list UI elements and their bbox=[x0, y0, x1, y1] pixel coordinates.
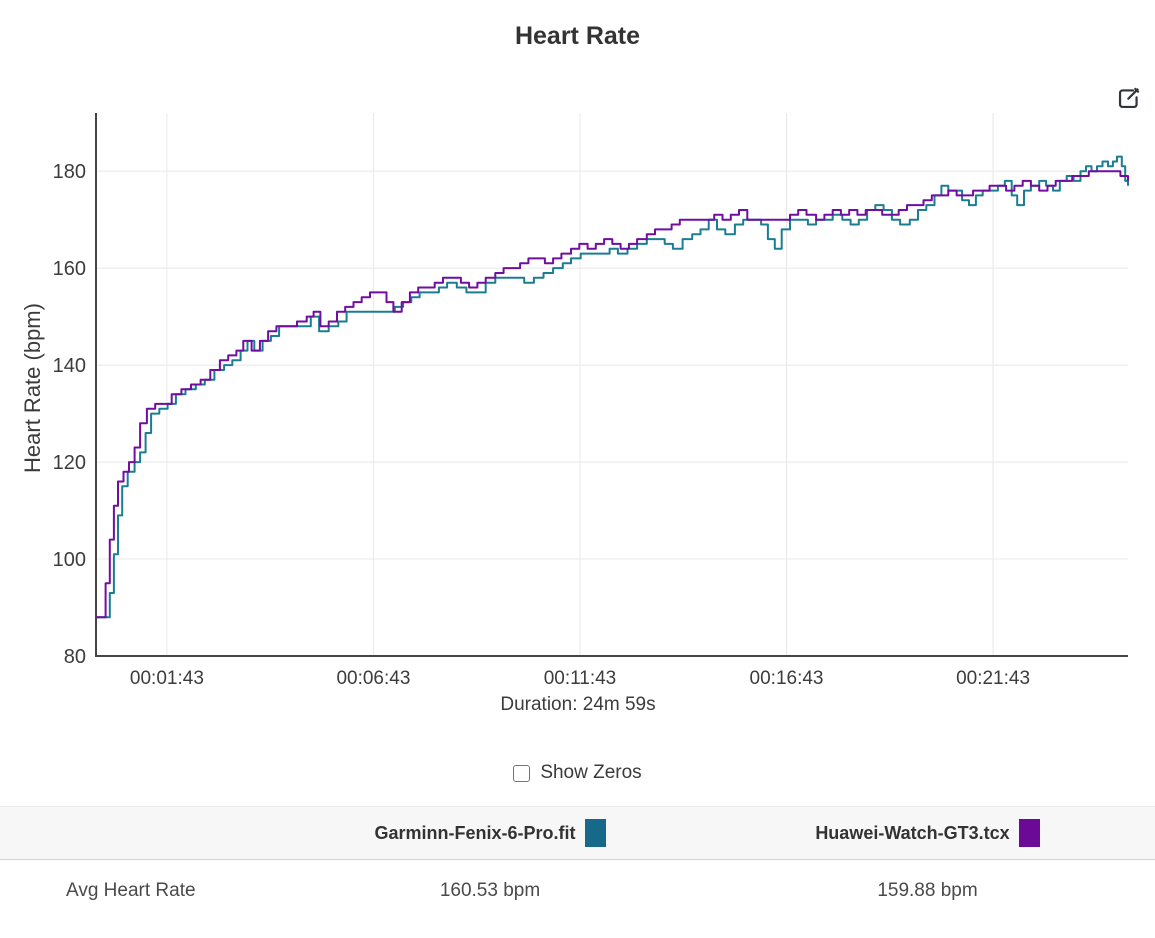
y-tick-label: 180 bbox=[53, 161, 86, 183]
x-axis-title: Duration: 24m 59s bbox=[500, 694, 656, 715]
edit-chart-button[interactable] bbox=[1114, 84, 1144, 114]
legend-item-garmin: Garminn-Fenix-6-Pro.fit bbox=[280, 819, 700, 847]
legend-swatch-garmin bbox=[584, 819, 606, 847]
y-axis-title: Heart Rate (bpm) bbox=[20, 303, 45, 473]
avg-value-garmin: 160.53 bpm bbox=[439, 880, 541, 901]
y-tick-label: 100 bbox=[53, 549, 86, 571]
x-tick-label: 00:21:43 bbox=[956, 668, 1030, 689]
legend-swatch-huawei bbox=[1018, 819, 1040, 847]
series-line-0 bbox=[96, 155, 1129, 619]
avg-heart-rate-row: Avg Heart Rate 160.53 bpm 159.88 bpm bbox=[0, 860, 1155, 922]
x-tick-label: 00:11:43 bbox=[544, 668, 617, 689]
page-title: Heart Rate bbox=[514, 22, 641, 50]
y-tick-label: 160 bbox=[53, 258, 86, 280]
show-zeros-checkbox[interactable] bbox=[513, 764, 531, 782]
y-tick-label: 120 bbox=[53, 452, 86, 474]
series-line-1 bbox=[96, 170, 1129, 619]
edit-icon bbox=[1118, 87, 1140, 112]
heart-rate-chart-plot[interactable]: 80 100 120 140 160 180 00:01:43 00:06:43 00:11:4… bbox=[0, 0, 1155, 740]
summary-table: Garminn-Fenix-6-Pro.fit Huawei-Watch-GT3… bbox=[0, 806, 1155, 922]
legend-label-garmin: Garminn-Fenix-6-Pro.fit bbox=[374, 822, 576, 843]
legend-header-row: Garminn-Fenix-6-Pro.fit Huawei-Watch-GT3… bbox=[0, 806, 1155, 860]
x-tick-label: 00:16:43 bbox=[750, 668, 824, 689]
avg-row-label: Avg Heart Rate bbox=[66, 880, 196, 901]
y-tick-label: 80 bbox=[64, 646, 86, 668]
show-zeros-control: Show Zeros bbox=[0, 762, 1155, 784]
x-tick-label: 00:06:43 bbox=[336, 668, 410, 689]
legend-item-huawei: Huawei-Watch-GT3.tcx bbox=[700, 819, 1155, 847]
show-zeros-label[interactable]: Show Zeros bbox=[540, 762, 642, 783]
avg-value-huawei: 159.88 bpm bbox=[877, 880, 978, 901]
legend-label-huawei: Huawei-Watch-GT3.tcx bbox=[815, 822, 1010, 843]
x-tick-label: 00:01:43 bbox=[130, 668, 204, 689]
y-tick-label: 140 bbox=[53, 355, 86, 377]
